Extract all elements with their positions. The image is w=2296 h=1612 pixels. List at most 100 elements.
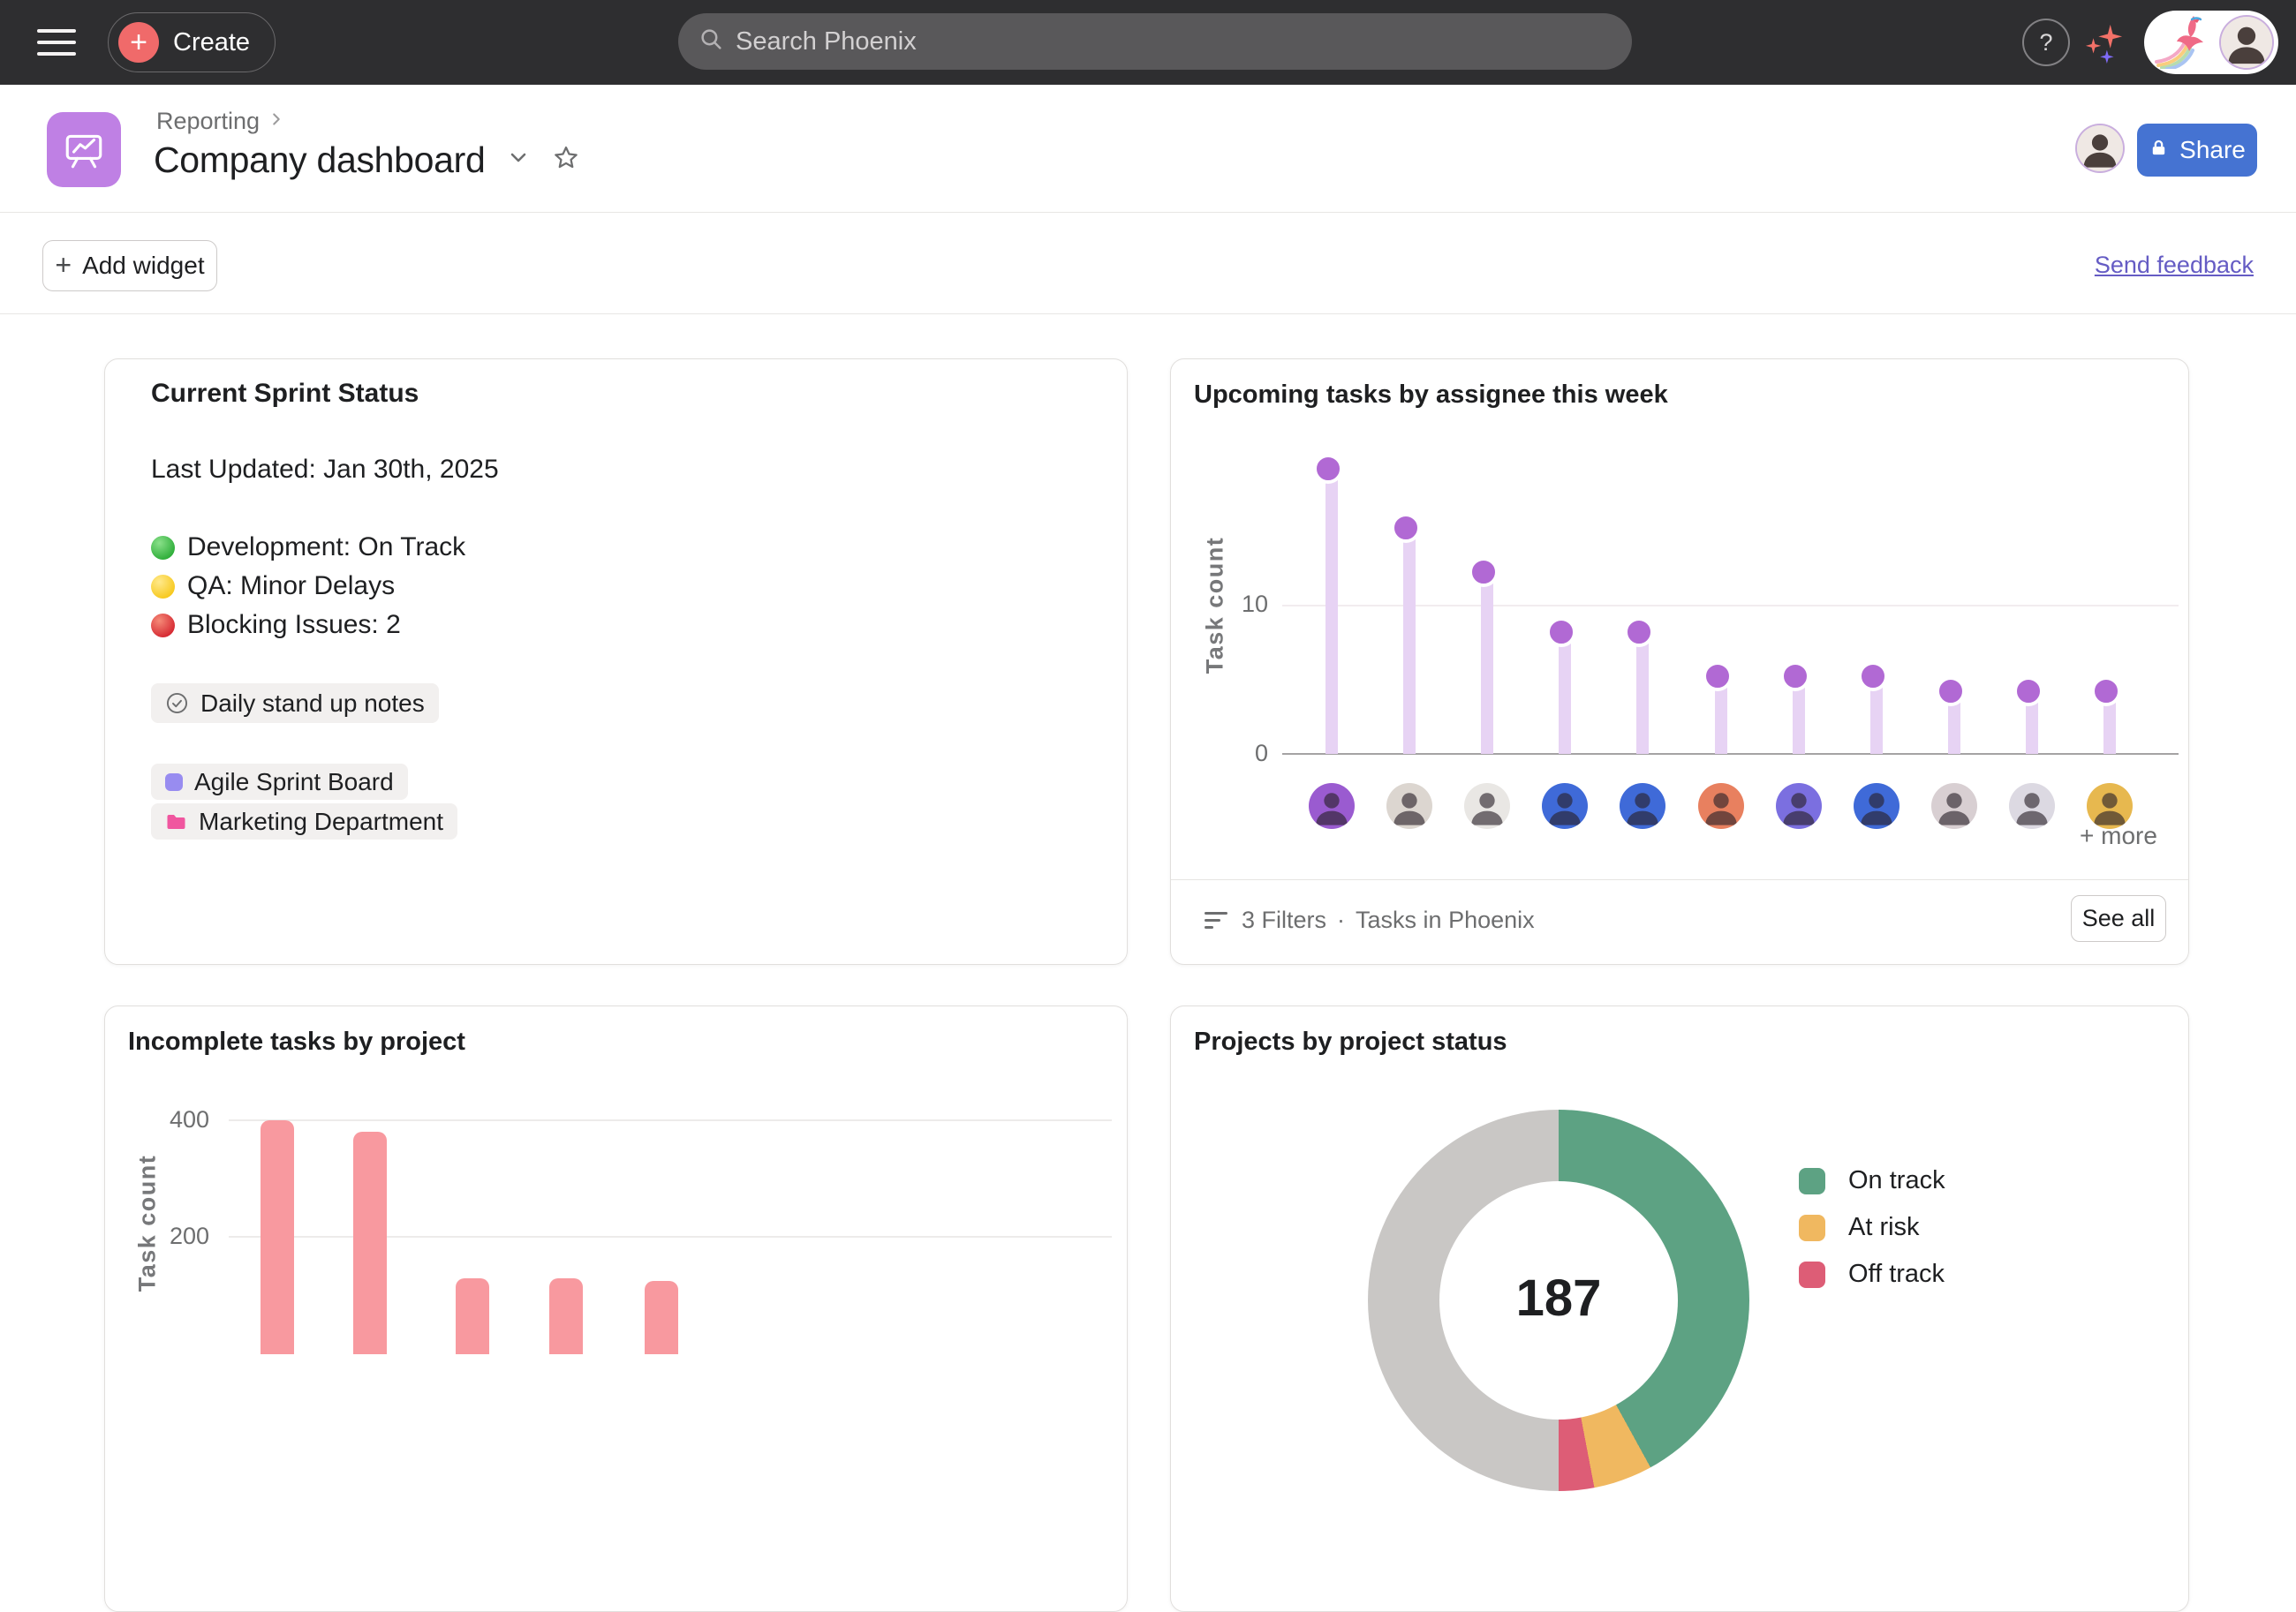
gridline-10 bbox=[1282, 605, 2179, 606]
status-dot-icon bbox=[151, 574, 175, 599]
legend-label: Off track bbox=[1848, 1260, 1945, 1288]
footer-divider bbox=[1171, 879, 2188, 880]
lollipop-data-point[interactable] bbox=[2091, 676, 2121, 706]
legend-label: On track bbox=[1848, 1166, 1945, 1194]
y-tick-200: 200 bbox=[169, 1223, 209, 1249]
collaborator-avatar[interactable] bbox=[2077, 125, 2123, 171]
chip-label: Agile Sprint Board bbox=[194, 767, 394, 795]
sprint-status-row: QA: Minor Delays bbox=[151, 571, 395, 601]
assignee-avatar[interactable] bbox=[1309, 783, 1355, 829]
phoenix-logo-icon bbox=[2153, 12, 2211, 73]
add-widget-button[interactable]: + Add widget bbox=[42, 240, 217, 291]
lollipop-data-point[interactable] bbox=[1546, 617, 1577, 647]
card-upcoming-tasks: Upcoming tasks by assignee this week Tas… bbox=[1170, 358, 2189, 965]
dashboard-icon bbox=[47, 112, 121, 187]
lollipop-stem bbox=[1403, 531, 1416, 754]
page-title[interactable]: Company dashboard bbox=[154, 139, 486, 180]
lollipop-stem bbox=[1947, 695, 1960, 754]
y-tick-10: 10 bbox=[1241, 591, 1268, 617]
lollipop-stem bbox=[1481, 576, 1494, 754]
lock-icon bbox=[2149, 136, 2169, 164]
add-widget-label: Add widget bbox=[82, 252, 205, 279]
assignee-avatar[interactable] bbox=[1775, 783, 1822, 829]
bar-data-point[interactable] bbox=[456, 1278, 489, 1354]
lollipop-stem bbox=[1792, 680, 1805, 754]
lollipop-data-point[interactable] bbox=[1624, 617, 1655, 647]
source-project[interactable]: Tasks in Phoenix bbox=[1356, 906, 1535, 933]
assignee-avatar[interactable] bbox=[1464, 783, 1511, 829]
status-label: Blocking Issues: 2 bbox=[187, 610, 401, 639]
menu-icon[interactable] bbox=[37, 29, 76, 56]
bar-data-point[interactable] bbox=[261, 1120, 294, 1354]
card-projects-by-status: Projects by project status 187 On track A… bbox=[1170, 1006, 2189, 1612]
help-icon: ? bbox=[2039, 28, 2053, 56]
filters-count[interactable]: 3 Filters bbox=[1242, 906, 1327, 933]
dot-separator: · bbox=[1337, 906, 1346, 933]
lollipop-stem bbox=[1559, 636, 1572, 754]
page-header: Reporting Company dashboard Share bbox=[0, 85, 2296, 213]
create-button[interactable]: + Create bbox=[108, 12, 276, 72]
check-circle-icon bbox=[165, 691, 189, 715]
card-incomplete-tasks: Incomplete tasks by project Task count 4… bbox=[104, 1006, 1128, 1612]
lollipop-stem bbox=[2025, 695, 2038, 754]
bar-data-point[interactable] bbox=[353, 1132, 387, 1354]
assignee-avatar[interactable] bbox=[1697, 783, 1744, 829]
legend-item[interactable]: Off track bbox=[1799, 1260, 1945, 1289]
legend-swatch bbox=[1799, 1214, 1825, 1241]
lollipop-data-point[interactable] bbox=[2013, 676, 2043, 706]
status-label: Development: On Track bbox=[187, 532, 466, 561]
send-feedback-link[interactable]: Send feedback bbox=[2094, 252, 2254, 278]
breadcrumb-reporting-link[interactable]: Reporting bbox=[156, 108, 261, 134]
filter-icon bbox=[1205, 911, 1227, 929]
gridline-400 bbox=[229, 1119, 1112, 1121]
search-bar[interactable] bbox=[678, 13, 1632, 70]
chevron-down-icon[interactable] bbox=[505, 145, 532, 176]
card-title: Current Sprint Status bbox=[151, 379, 419, 408]
card-title: Upcoming tasks by assignee this week bbox=[1194, 380, 1668, 409]
sprint-status-row: Development: On Track bbox=[151, 532, 465, 562]
bar-data-point[interactable] bbox=[549, 1278, 583, 1354]
folder-icon bbox=[165, 812, 187, 832]
bar-data-point[interactable] bbox=[645, 1281, 678, 1354]
favorite-star-icon[interactable] bbox=[551, 143, 581, 177]
lollipop-data-point[interactable] bbox=[1469, 557, 1499, 587]
user-avatar[interactable] bbox=[2221, 17, 2272, 68]
share-button-label: Share bbox=[2179, 136, 2246, 163]
plus-icon: + bbox=[118, 22, 159, 63]
help-button[interactable]: ? bbox=[2022, 19, 2070, 66]
lollipop-stem bbox=[1869, 680, 1883, 754]
create-button-label: Create bbox=[173, 27, 251, 56]
search-input[interactable] bbox=[736, 26, 1611, 56]
assignee-avatar[interactable] bbox=[1386, 783, 1433, 829]
assignee-avatar[interactable] bbox=[1930, 783, 1977, 829]
sprint-status-row: Blocking Issues: 2 bbox=[151, 610, 401, 640]
last-updated-text: Last Updated: Jan 30th, 2025 bbox=[151, 455, 499, 484]
lollipop-data-point[interactable] bbox=[1779, 661, 1810, 691]
linked-object-chip-board[interactable]: Agile Sprint Board bbox=[151, 764, 408, 800]
lollipop-data-point[interactable] bbox=[1935, 676, 1966, 706]
ai-sparkle-icon[interactable] bbox=[2084, 23, 2125, 64]
lollipop-stem bbox=[1714, 680, 1727, 754]
assignee-avatar[interactable] bbox=[1620, 783, 1666, 829]
workspace-switcher[interactable] bbox=[2144, 11, 2278, 74]
assignee-avatar[interactable] bbox=[2008, 783, 2055, 829]
lollipop-data-point[interactable] bbox=[1702, 661, 1733, 691]
lollipop-stem bbox=[1325, 472, 1338, 754]
legend-item[interactable]: On track bbox=[1799, 1166, 1945, 1195]
assignee-avatar[interactable] bbox=[1542, 783, 1589, 829]
assignee-avatar[interactable] bbox=[1853, 783, 1899, 829]
more-assignees-link[interactable]: + more bbox=[2080, 822, 2157, 849]
status-dot-icon bbox=[151, 613, 175, 637]
top-bar: + Create ? bbox=[0, 0, 2296, 85]
donut-total-value: 187 bbox=[1515, 1269, 1602, 1327]
lollipop-data-point[interactable] bbox=[1857, 661, 1888, 691]
linked-object-chip-folder[interactable]: Marketing Department bbox=[151, 803, 458, 840]
see-all-button[interactable]: See all bbox=[2071, 895, 2166, 942]
legend-item[interactable]: At risk bbox=[1799, 1213, 1920, 1242]
lollipop-data-point[interactable] bbox=[1391, 513, 1422, 543]
linked-object-chip-note[interactable]: Daily stand up notes bbox=[151, 683, 439, 723]
share-button[interactable]: Share bbox=[2137, 124, 2257, 177]
assignee-avatar[interactable] bbox=[2087, 783, 2133, 829]
lollipop-data-point[interactable] bbox=[1313, 454, 1343, 484]
card-current-sprint-status: Current Sprint Status Last Updated: Jan … bbox=[104, 358, 1128, 965]
